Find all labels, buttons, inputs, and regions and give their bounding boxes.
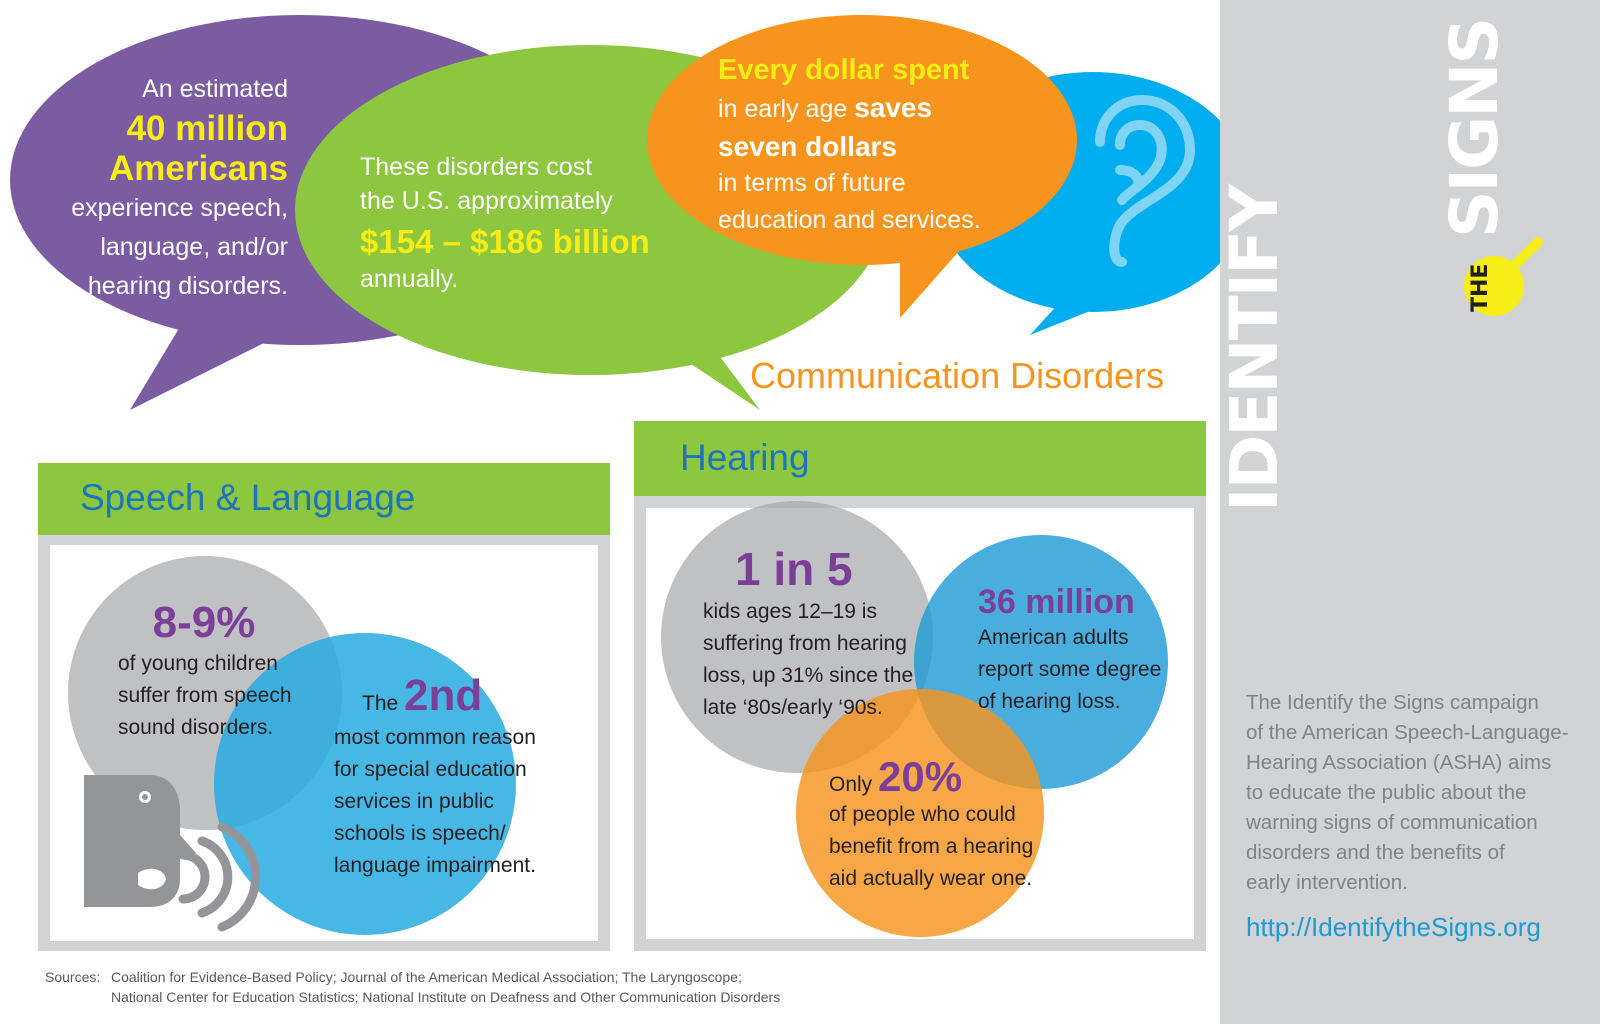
hearing-stat-1-in-5: 1 in 5 [735,543,853,595]
sidebar-desc-l5: warning signs of communication [1246,811,1538,834]
hearing-gray-text: 1 in 5 kids ages 12–19 is suffering from… [703,542,933,724]
hearing-orange-pre: Only [829,773,879,796]
sidebar: IDENTIFY THE SIGNS The Identify the Sign… [1216,0,1600,1024]
hearing-orange-first: Only 20% [829,755,1049,799]
hearing-blue-text: 36 million American adults report some d… [978,582,1188,718]
sources-text1: Coalition for Evidence-Based Policy; Jou… [111,969,742,985]
logo-signs: SIGNS [1436,18,1513,238]
sources-line1: Sources: Coalition for Evidence-Based Pol… [45,967,780,987]
speech-gray-l2: suffer from speech [118,684,292,707]
purple-stat-40-million: 40 million [126,109,288,148]
speech-blue-l1: most common reason [334,726,536,749]
sidebar-desc-l1: The Identify the Signs campaign [1246,691,1539,714]
green-bubble-text: These disorders cost the U.S. approximat… [360,150,690,296]
speech-blue-first: The 2nd [334,670,554,722]
speech-blue-l4: schools is speech/ [334,822,506,845]
hearing-gray-l1: kids ages 12–19 is [703,600,877,623]
speech-stat-8-9: 8-9% [152,598,256,647]
hearing-gray-l2: suffering from hearing [703,632,907,655]
green-line2: the U.S. approximately [360,187,613,215]
speech-panel-heading: Speech & Language [80,477,416,518]
orange-line1: in early age saves [718,89,1038,128]
orange-stat-every-dollar: Every dollar spent [718,54,970,86]
logo-the: THE [1468,263,1493,312]
sidebar-desc-l4: to educate the public about the [1246,781,1527,804]
logo-identify: IDENTIFY [1216,185,1293,512]
sources: Sources: Coalition for Evidence-Based Pol… [45,967,780,1007]
hearing-orange-l3: aid actually wear one. [829,867,1033,890]
magnifier-icon [1464,237,1543,316]
speech-blue-circle [214,633,516,935]
purple-stat-americans: Americans [109,149,288,188]
page-title: Communication Disorders [750,355,1165,396]
speech-gray-l1: of young children [118,652,278,675]
sources-text2: National Center for Education Statistics… [111,989,781,1005]
hearing-stat-36-million: 36 million [978,583,1135,621]
speech-blue-l2: for special education [334,758,527,781]
hearing-gray-l4: late ‘80s/early ‘90s. [703,696,883,719]
hearing-blue-l2: report some degree [978,658,1162,681]
orange-line2: in terms of future [718,169,906,197]
bubbles-graphic [10,15,1230,410]
orange-bubble-text: Every dollar spent in early age saves se… [718,52,1038,239]
hearing-orange-l1: of people who could [829,803,1016,826]
purple-line3: language, and/or [100,233,288,261]
hearing-stat-20: 20% [878,753,963,800]
sidebar-desc-l2: of the American Speech-Language- [1246,721,1569,744]
speech-gray-l3: sound disorders. [118,716,274,739]
green-stat-cost: $154 – $186 billion [360,223,650,260]
speech-gray-text: 8-9% of young children suffer from speec… [118,598,348,744]
hearing-orange-circle [796,689,1044,937]
speech-blue-l5: language impairment. [334,854,536,877]
speech-panel-header: Speech & Language [38,463,610,535]
orange-line3: education and services. [718,206,981,234]
sidebar-desc-l3: Hearing Association (ASHA) aims [1246,751,1552,774]
orange-line1a: in early age [718,95,855,123]
hearing-blue-l3: of hearing loss. [978,690,1121,713]
hearing-gray-l3: loss, up 31% since the [703,664,914,687]
purple-bubble-text: An estimated 40 million Americans experi… [40,70,288,306]
purple-line4: hearing disorders. [87,272,288,300]
orange-stat-seven-dollars: seven dollars [718,131,897,162]
speaking-head-icon [84,775,261,932]
speech-blue-l3: services in public [334,790,494,813]
hearing-blue-l1: American adults [978,626,1129,649]
speech-circles [68,556,516,935]
purple-line2: experience speech, [71,194,288,222]
ear-icon [1095,94,1196,267]
hearing-orange-text: Only 20% of people who could benefit fro… [829,755,1049,895]
purple-line1: An estimated [142,75,288,103]
sidebar-description: The Identify the Signs campaign of the A… [1246,688,1586,898]
green-line3: annually. [360,265,459,293]
sidebar-desc-l6: disorders and the benefits of [1246,841,1505,864]
orange-stat-saves: saves [854,92,933,123]
orange-bubble [647,15,1077,318]
hearing-panel-heading: Hearing [680,437,810,478]
website-link[interactable]: http://IdentifytheSigns.org [1246,912,1541,942]
hearing-orange-l2: benefit from a hearing [829,835,1034,858]
hearing-circles [661,501,1168,937]
green-line1: These disorders cost [360,153,593,181]
speech-stat-2nd: 2nd [404,671,483,720]
sidebar-desc-l7: early intervention. [1246,871,1408,894]
hearing-panel-header: Hearing [634,421,1206,496]
speech-blue-pre: The [362,692,405,715]
speech-blue-text: The 2nd most common reason for special e… [334,670,554,882]
sources-label: Sources: [45,969,101,985]
